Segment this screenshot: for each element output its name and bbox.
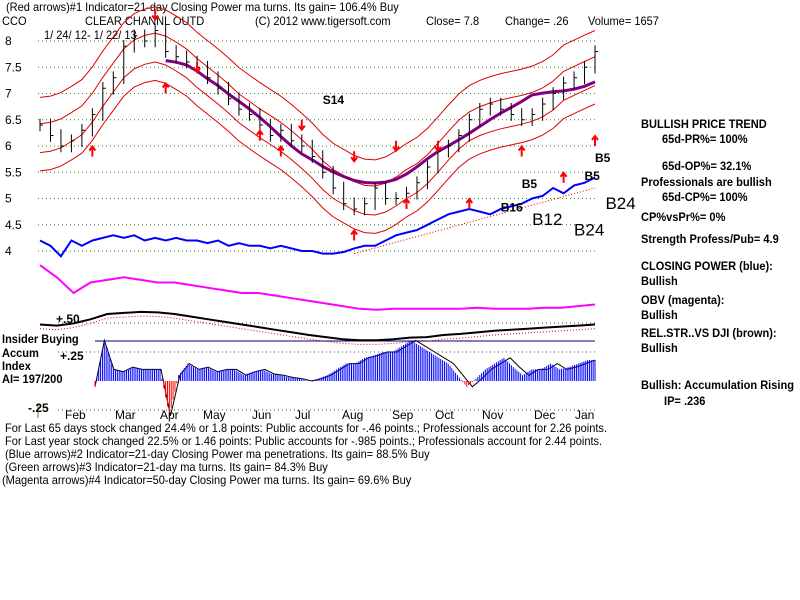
closing-power-status: Bullish bbox=[641, 274, 678, 288]
x-tick-label: Dec bbox=[534, 408, 555, 422]
up-arrow-icon bbox=[517, 144, 526, 157]
accum-tick-label: +.25 bbox=[60, 349, 84, 363]
up-arrow-icon bbox=[350, 228, 358, 241]
down-arrow-icon bbox=[193, 62, 201, 74]
up-arrow-icon bbox=[161, 81, 170, 94]
accum-tick-label: -.25 bbox=[28, 401, 49, 415]
close-value: Close= 7.8 bbox=[426, 14, 480, 28]
obv-status: Bullish bbox=[641, 308, 678, 322]
y-tick-label: 8 bbox=[5, 34, 12, 48]
volume-value: Volume= 1657 bbox=[588, 14, 659, 28]
x-tick-label: Feb bbox=[65, 408, 86, 422]
x-tick-label: Jun bbox=[252, 408, 271, 422]
signal-label-b5: B5 bbox=[522, 177, 538, 191]
accum-line bbox=[94, 338, 596, 416]
ai-value: AI= 197/200 bbox=[2, 372, 63, 386]
relative-strength-line bbox=[39, 310, 596, 342]
footer-green-arrows: (Green arrows)#3 Indicator=21-day ma tur… bbox=[5, 460, 328, 474]
down-arrow-icon bbox=[392, 140, 400, 153]
signal-label-b5: B5 bbox=[585, 169, 601, 183]
date-range: 1/ 24/ 12- 1/ 22/ 13 bbox=[44, 28, 137, 42]
y-tick-label: 5.5 bbox=[5, 165, 22, 179]
professionals-label: Professionals are bullish bbox=[641, 175, 772, 189]
cpvspr-value: CP%vsPr%= 0% bbox=[641, 210, 726, 224]
upper-band bbox=[39, 6, 596, 161]
symbol: CCO bbox=[2, 14, 27, 28]
x-tick-label: Oct bbox=[435, 408, 454, 422]
down-arrow-icon bbox=[350, 151, 358, 163]
footer-65day: For Last 65 days stock changed 24.4% or … bbox=[5, 421, 608, 435]
relstr-label: REL.STR..VS DJI (brown): bbox=[641, 326, 777, 340]
down-arrow-icon bbox=[151, 9, 159, 22]
x-tick-label: Apr bbox=[160, 408, 179, 422]
y-tick-label: 5 bbox=[5, 192, 12, 206]
inner-upper-band bbox=[39, 32, 596, 187]
cp-value: 65d-CP%= 100% bbox=[662, 190, 748, 204]
closing-power-label: CLOSING POWER (blue): bbox=[641, 259, 773, 273]
x-tick-label: Mar bbox=[115, 408, 136, 422]
y-tick-label: 6 bbox=[5, 139, 12, 153]
x-tick-label: Aug bbox=[342, 408, 363, 422]
change-value: Change= .26 bbox=[505, 14, 569, 28]
lower-band bbox=[39, 79, 596, 234]
company-name: CLEAR CHANNL OUTD bbox=[85, 14, 205, 28]
insider-buying-label: Insider Buying bbox=[2, 332, 79, 346]
x-tick-label: Jul bbox=[295, 408, 310, 422]
op-value: 65d-OP%= 32.1% bbox=[662, 159, 752, 173]
accum-status: Bullish: Accumulation Rising bbox=[641, 378, 794, 392]
footer-magenta-arrows: (Magenta arrows)#4 Indicator=50-day Clos… bbox=[2, 473, 412, 487]
trend-label: BULLISH PRICE TREND bbox=[641, 117, 767, 131]
y-tick-label: 4.5 bbox=[5, 218, 22, 232]
obv-label: OBV (magenta): bbox=[641, 293, 725, 307]
moving-average-50d bbox=[165, 59, 596, 185]
footer-year: For Last year stock changed 22.5% or 1.4… bbox=[5, 434, 603, 448]
x-tick-label: May bbox=[203, 408, 226, 422]
index-label: Index bbox=[2, 359, 31, 373]
x-tick-label: Jan bbox=[575, 408, 594, 422]
y-tick-label: 4 bbox=[5, 244, 12, 258]
obv-line bbox=[39, 264, 596, 311]
down-arrow-icon bbox=[297, 119, 306, 132]
signal-label-b12: B12 bbox=[532, 210, 562, 229]
up-arrow-icon bbox=[591, 134, 599, 146]
down-arrow-icon bbox=[434, 140, 442, 153]
inner-lower-band bbox=[39, 61, 596, 216]
up-arrow-icon bbox=[277, 144, 285, 157]
footer-blue-arrows: (Blue arrows)#2 Indicator=21-day Closing… bbox=[5, 447, 430, 461]
indicator-1-line: (Red arrows)#1 Indicator=21-day Closing … bbox=[6, 0, 399, 14]
up-arrow-icon bbox=[465, 197, 474, 209]
signal-label-b16: B16 bbox=[501, 201, 523, 215]
signal-label-b5: B5 bbox=[595, 151, 611, 165]
copyright: (C) 2012 www.tigersoft.com bbox=[255, 14, 391, 28]
signal-label-b24: B24 bbox=[574, 220, 604, 239]
accum-tick-label: +.50 bbox=[56, 312, 80, 326]
signal-label-s14: S14 bbox=[323, 93, 345, 107]
closing-power-line bbox=[39, 176, 596, 258]
strength-value: Strength Profess/Pub= 4.9 bbox=[641, 232, 779, 246]
x-tick-label: Sep bbox=[392, 408, 414, 422]
relstr-status: Bullish bbox=[641, 341, 678, 355]
up-arrow-icon bbox=[402, 197, 411, 209]
pr-value: 65d-PR%= 100% bbox=[662, 132, 748, 146]
ip-value: IP= .236 bbox=[664, 394, 706, 408]
up-arrow-icon bbox=[88, 144, 97, 157]
y-tick-label: 6.5 bbox=[5, 113, 22, 127]
accum-label: Accum bbox=[2, 346, 39, 360]
up-arrow-icon bbox=[559, 171, 568, 183]
signal-label-b24: B24 bbox=[605, 194, 635, 213]
y-tick-label: 7.5 bbox=[5, 60, 22, 74]
y-tick-label: 7 bbox=[5, 87, 12, 101]
x-tick-label: Nov bbox=[482, 408, 503, 422]
up-arrow-icon bbox=[256, 129, 264, 141]
